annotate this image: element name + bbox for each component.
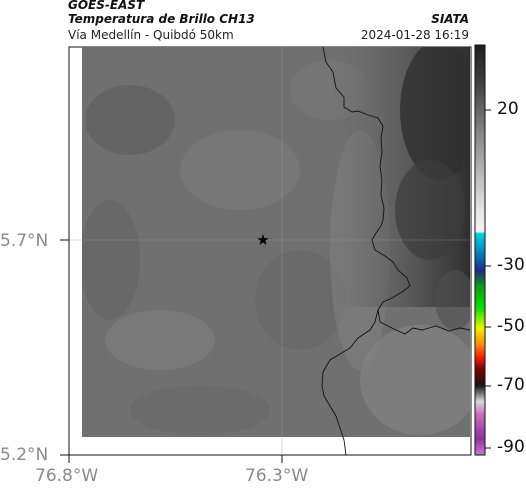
x-axis-label-76.8: 76.8°W bbox=[35, 466, 99, 486]
route-subtitle: Vía Medellín - Quibdó 50km bbox=[68, 28, 234, 42]
colorbar-label-m50: -50 bbox=[497, 316, 525, 336]
product-title: Temperatura de Brillo CH13 bbox=[68, 12, 255, 26]
department-border bbox=[322, 46, 471, 335]
datetime-label: 2024-01-28 16:19 bbox=[360, 28, 469, 42]
organization-label: SIATA bbox=[431, 12, 469, 26]
y-axis-label-5.2: 5.2°N bbox=[0, 445, 49, 465]
satellite-title: GOES-EAST bbox=[68, 0, 145, 12]
colorbar-label-20: 20 bbox=[497, 99, 519, 119]
colorbar-label-m70: -70 bbox=[497, 375, 525, 395]
y-axis-label-5.7: 5.7°N bbox=[0, 231, 49, 251]
x-axis-label-76.3: 76.3°W bbox=[245, 466, 309, 486]
colorbar-label-m90: -90 bbox=[497, 437, 525, 457]
river-line bbox=[321, 309, 379, 456]
colorbar bbox=[474, 44, 486, 456]
star-icon bbox=[257, 234, 269, 245]
colorbar-label-m30: -30 bbox=[497, 255, 525, 275]
satellite-raster bbox=[82, 47, 470, 437]
